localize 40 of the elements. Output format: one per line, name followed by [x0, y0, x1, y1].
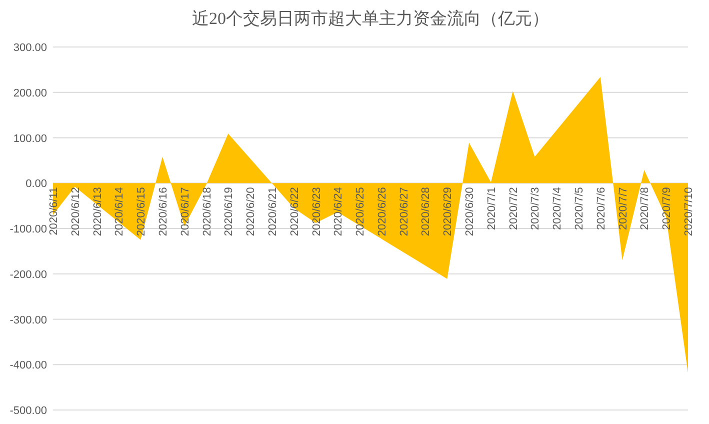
- y-tick-label: -200.00: [10, 268, 47, 281]
- y-tick-label: 200.00: [13, 87, 47, 100]
- x-tick-label: 2020/6/17: [179, 187, 192, 236]
- x-tick-label: 2020/6/28: [420, 187, 432, 236]
- x-tick-label: 2020/7/3: [530, 187, 542, 230]
- y-tick-label: 300.00: [13, 42, 47, 54]
- x-tick-label: 2020/6/24: [332, 187, 345, 236]
- x-tick-label: 2020/6/27: [398, 187, 410, 236]
- x-tick-label: 2020/7/1: [486, 187, 498, 230]
- y-tick-label: 100.00: [13, 132, 47, 145]
- x-tick-label: 2020/6/15: [136, 187, 148, 236]
- x-tick-label: 2020/7/8: [639, 187, 652, 230]
- x-tick-label: 2020/7/10: [683, 187, 695, 236]
- x-tick-label: 2020/6/21: [266, 187, 279, 236]
- x-tick-label: 2020/6/22: [288, 187, 301, 236]
- x-tick-label: 2020/6/30: [464, 187, 476, 236]
- y-tick-label: -300.00: [10, 314, 47, 326]
- x-tick-label: 2020/6/20: [245, 187, 258, 236]
- x-tick-label: 2020/7/4: [552, 187, 564, 230]
- x-tick-label: 2020/6/18: [201, 187, 214, 236]
- x-tick-label: 2020/7/7: [617, 187, 630, 230]
- x-tick-label: 2020/6/23: [310, 187, 323, 236]
- y-tick-label: 0.00: [26, 178, 47, 190]
- x-tick-label: 2020/6/19: [223, 187, 236, 236]
- x-tick-label: 2020/6/26: [376, 187, 388, 236]
- x-tick-label: 2020/6/14: [114, 187, 126, 236]
- x-tick-label: 2020/7/6: [595, 187, 608, 230]
- title: 近20个交易日两市超大单主力资金流向（亿元）: [192, 9, 549, 28]
- x-tick-label: 2020/6/25: [354, 187, 367, 236]
- y-tick-label: -100.00: [10, 224, 47, 236]
- y-tick-label: -500.00: [10, 405, 47, 417]
- x-tick-label: 2020/6/13: [92, 187, 104, 236]
- x-tick-label: 2020/7/9: [661, 187, 674, 230]
- x-tick-label: 2020/6/11: [48, 187, 60, 236]
- y-tick-label: -400.00: [10, 360, 47, 372]
- x-tick-label: 2020/7/2: [508, 187, 520, 230]
- x-tick-label: 2020/6/16: [157, 187, 170, 236]
- x-tick-label: 2020/6/29: [442, 187, 454, 236]
- x-tick-label: 2020/6/12: [70, 187, 82, 236]
- x-tick-label: 2020/7/5: [574, 187, 586, 230]
